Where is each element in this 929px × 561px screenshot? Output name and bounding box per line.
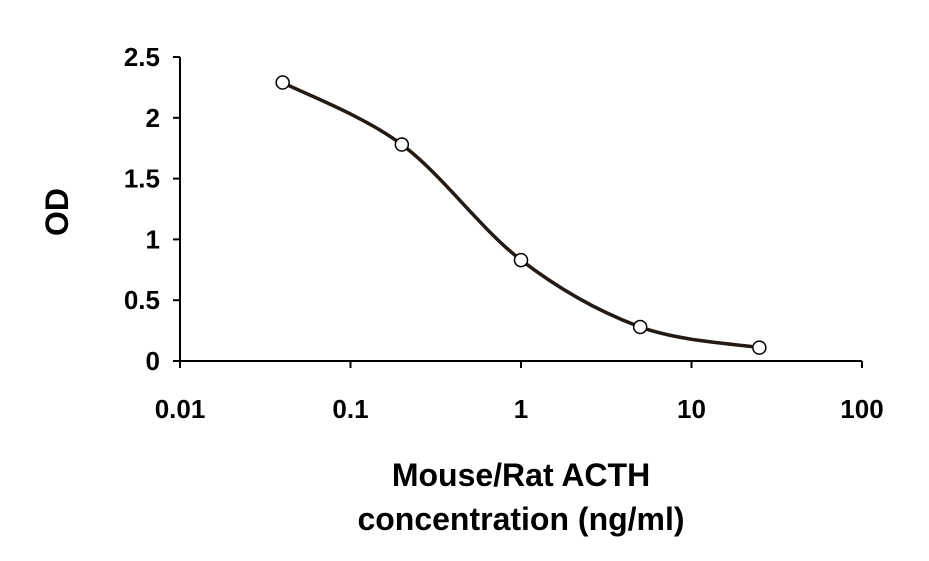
plot-area [275,75,767,355]
x-tick-label: 100 [840,394,883,424]
y-tick-label: 2 [146,103,160,133]
data-point [752,340,767,355]
data-point [394,137,410,152]
y-tick-label: 2.5 [124,42,160,72]
y-tick-label: 1.5 [124,164,160,194]
x-tick-label: 0.1 [332,394,368,424]
data-point [513,252,529,268]
y-tick-label: 0.5 [124,285,160,315]
data-point [275,75,290,90]
x-axis-title-line-1: Mouse/Rat ACTH [392,457,650,493]
x-tick-label: 10 [677,394,706,424]
x-axis-title-line-2: concentration (ng/ml) [357,501,684,537]
x-tick-label: 1 [514,394,528,424]
y-axis-title: OD [39,188,75,236]
data-point [632,319,648,335]
x-axis: 0.01 0.1 1 10 100 [155,360,884,424]
series-line [280,80,762,350]
y-axis: 0 0.5 1 1.5 2 2.5 [124,42,181,376]
y-tick-label: 0 [146,346,160,376]
y-tick-label: 1 [146,224,160,254]
x-tick-label: 0.01 [155,394,206,424]
